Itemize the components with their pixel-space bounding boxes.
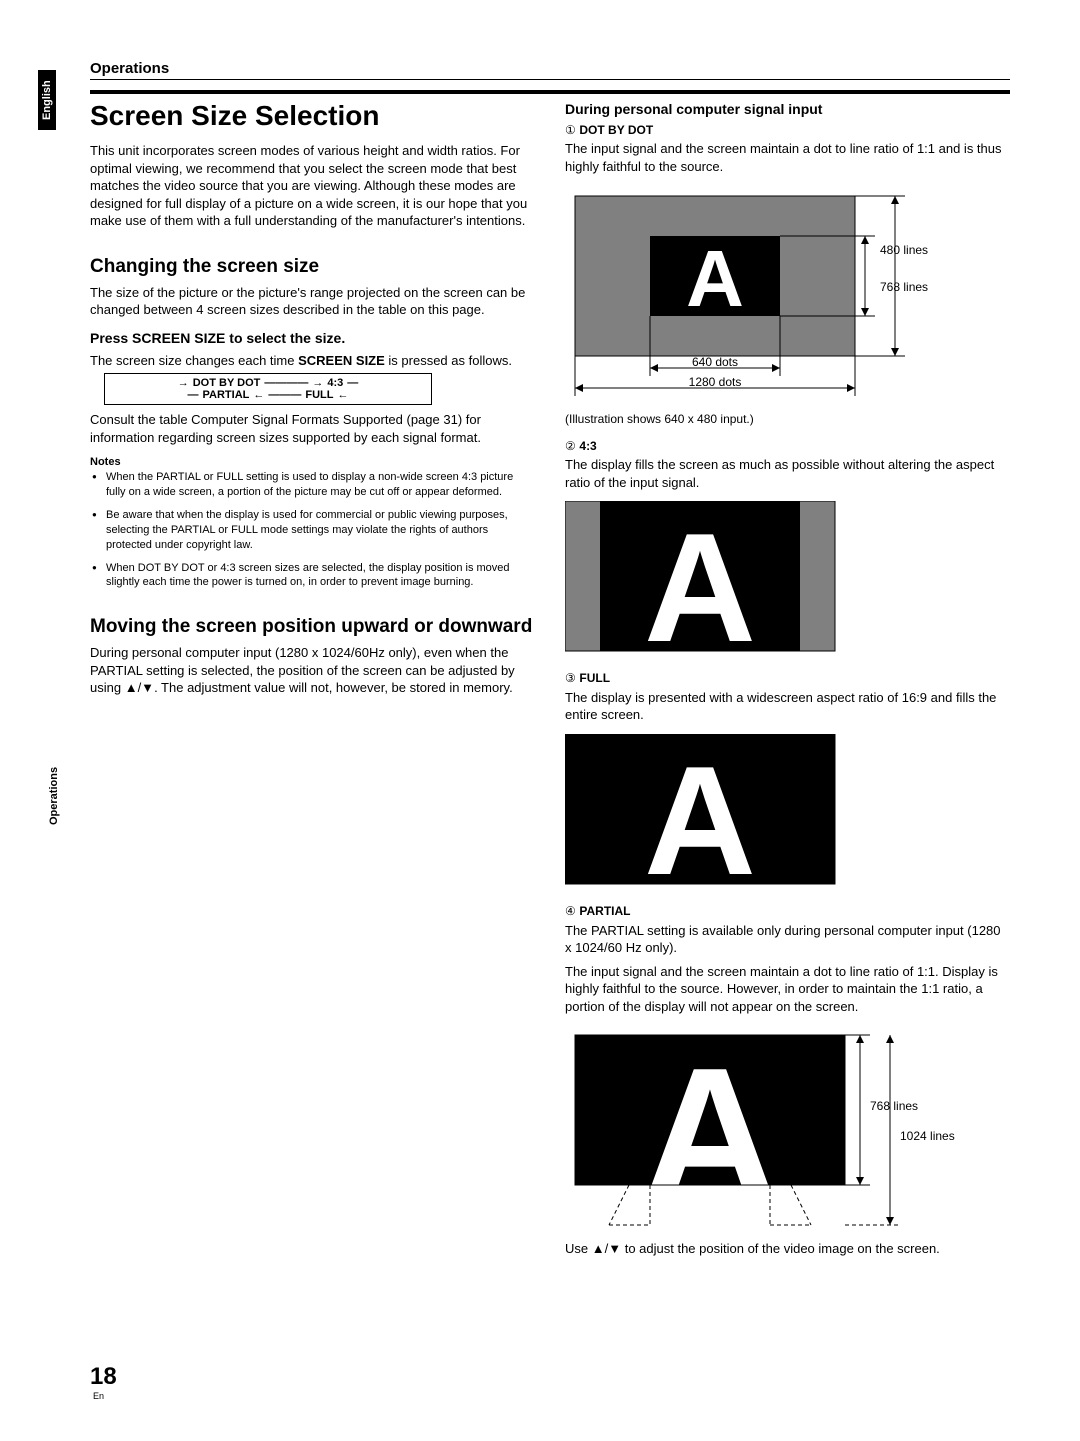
mode3-title: ③ FULL xyxy=(565,669,1010,687)
subheading-changing: Changing the screen size xyxy=(90,256,535,278)
page-number: 18 xyxy=(90,1363,117,1391)
full-diagram: A xyxy=(565,734,845,889)
mode1-paragraph: The input signal and the screen maintain… xyxy=(565,140,1010,175)
moving-paragraph: During personal computer input (1280 x 1… xyxy=(90,644,535,697)
cycle-item: PARTIAL xyxy=(203,389,250,401)
fig1-caption: (Illustration shows 640 x 480 input.) xyxy=(565,411,1010,427)
mode2-title: ② 4:3 xyxy=(565,437,1010,455)
mode4-title: ④ PARTIAL xyxy=(565,902,1010,920)
heavy-rule xyxy=(90,90,1010,94)
page-language-code: En xyxy=(93,1391,104,1401)
mode4-paragraph2: The input signal and the screen maintain… xyxy=(565,963,1010,1016)
arrow-icon: ← xyxy=(337,389,348,401)
mode3-paragraph: The display is presented with a widescre… xyxy=(565,689,1010,724)
language-tab: English xyxy=(38,70,56,130)
mode2-paragraph: The display fills the screen as much as … xyxy=(565,456,1010,491)
intro-paragraph: This unit incorporates screen modes of v… xyxy=(90,142,535,230)
dot-by-dot-diagram: A 480 lines 768 lines xyxy=(565,186,955,406)
mode4-use: Use ▲/▼ to adjust the position of the vi… xyxy=(565,1240,1010,1258)
arrow-icon: → xyxy=(178,377,189,389)
letter-a-icon: A xyxy=(644,734,756,889)
four-three-diagram: A xyxy=(565,501,845,656)
left-column: Screen Size Selection This unit incorpor… xyxy=(90,100,535,1268)
right-heading: During personal computer signal input xyxy=(565,100,1010,119)
partial-lines-out: 1024 lines xyxy=(900,1129,955,1143)
note-item: When DOT BY DOT or 4:3 screen sizes are … xyxy=(106,561,535,591)
subheading-moving: Moving the screen position upward or dow… xyxy=(90,616,535,638)
right-column: During personal computer signal input ① … xyxy=(565,100,1010,1268)
section-header: Operations xyxy=(90,60,1010,80)
note-item: When the PARTIAL or FULL setting is used… xyxy=(106,470,535,500)
press-instruction: Press SCREEN SIZE to select the size. xyxy=(90,329,535,348)
side-section-tab: Operations xyxy=(48,767,60,825)
partial-lines-in: 768 lines xyxy=(870,1099,918,1113)
letter-a-icon: A xyxy=(686,234,744,323)
notes-heading: Notes xyxy=(90,456,535,468)
notes-list: When the PARTIAL or FULL setting is used… xyxy=(90,470,535,590)
press-followup: The screen size changes each time SCREEN… xyxy=(90,352,535,370)
lines-in-label: 480 lines xyxy=(880,243,928,257)
partial-diagram: A 768 lines xyxy=(565,1025,965,1235)
lines-out-label: 768 lines xyxy=(880,280,928,294)
cycle-item: 4:3 xyxy=(327,377,343,389)
up-down-triangles-icon: ▲/▼ xyxy=(592,1241,621,1256)
cycle-item: DOT BY DOT xyxy=(193,377,261,389)
arrow-icon: ← xyxy=(253,389,264,401)
manual-page: English Operations Operations Screen Siz… xyxy=(0,0,1080,1441)
page-title: Screen Size Selection xyxy=(90,100,535,132)
cycle-item: FULL xyxy=(305,389,333,401)
up-down-triangles-icon: ▲/▼ xyxy=(125,680,154,695)
dots-in-label: 640 dots xyxy=(692,355,738,369)
letter-a-icon: A xyxy=(644,501,756,656)
note-item: Be aware that when the display is used f… xyxy=(106,508,535,553)
changing-paragraph: The size of the picture or the picture's… xyxy=(90,284,535,319)
consult-paragraph: Consult the table Computer Signal Format… xyxy=(90,411,535,446)
two-column-layout: Screen Size Selection This unit incorpor… xyxy=(90,100,1010,1268)
dots-out-label: 1280 dots xyxy=(689,375,742,389)
mode4-paragraph1: The PARTIAL setting is available only du… xyxy=(565,922,1010,957)
press-bold: Press SCREEN SIZE to select the size. xyxy=(90,330,345,346)
mode-cycle-diagram: → DOT BY DOT ———— → 4:3 — — PARTIAL ← ——… xyxy=(104,373,432,405)
mode1-title: ① DOT BY DOT xyxy=(565,121,1010,139)
arrow-icon: → xyxy=(312,377,323,389)
